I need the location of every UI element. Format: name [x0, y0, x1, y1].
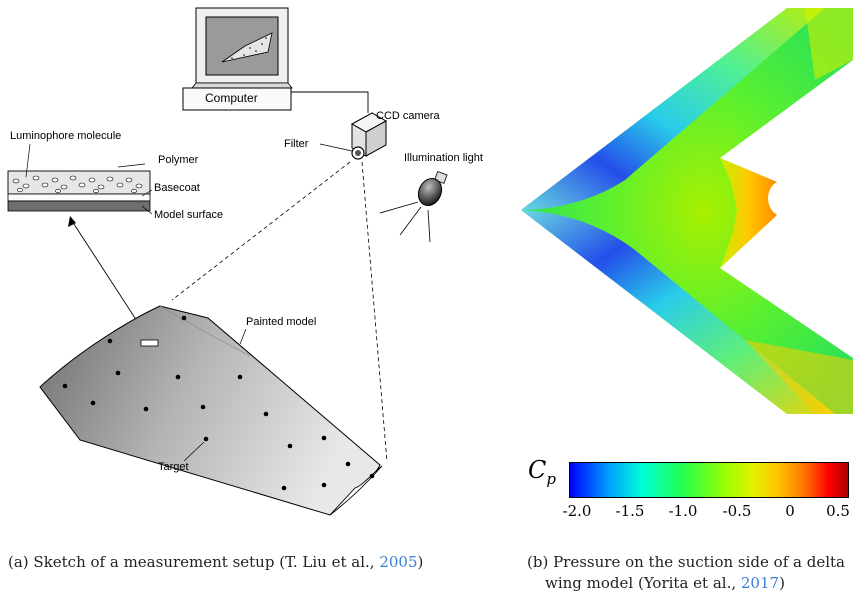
- computer-icon: [182, 7, 293, 111]
- caption-a-year[interactable]: 2005: [379, 553, 418, 571]
- measurement-setup-sketch: [7, 7, 448, 516]
- cp-symbol: Cp: [528, 456, 556, 488]
- colorbar-tick: -0.5: [722, 502, 752, 520]
- caption-b-year[interactable]: 2017: [740, 574, 780, 592]
- illumination-light-icon: [379, 171, 448, 243]
- caption-b-suffix: ): [779, 574, 785, 592]
- basecoat-label: Basecoat: [154, 182, 200, 194]
- computer-label: Computer: [205, 91, 258, 105]
- colorbar: [569, 462, 849, 498]
- colorbar-tick: -2.0: [562, 502, 592, 520]
- ccd-camera-icon: [350, 112, 388, 160]
- colorbar-tick: 0: [785, 502, 795, 520]
- caption-b-line1: (b) Pressure on the suction side of a de…: [527, 553, 845, 571]
- model-surface-label: Model surface: [154, 209, 224, 221]
- caption-a: (a) Sketch of a measurement setup (T. Li…: [8, 552, 423, 573]
- paint-layer-stack: [7, 170, 151, 212]
- caption-a-suffix: ): [417, 553, 424, 571]
- delta-wing-pressure-map: [521, 8, 853, 414]
- filter-label: Filter: [284, 138, 309, 150]
- colorbar-tick: 0.5: [826, 502, 850, 520]
- colorbar-tick: -1.0: [668, 502, 698, 520]
- illumination-light-label: Illumination light: [404, 152, 483, 164]
- painted-model-label: Painted model: [246, 316, 317, 328]
- caption-a-text: (a) Sketch of a measurement setup (T. Li…: [8, 553, 380, 571]
- caption-b-line2: wing model (Yorita et al.,: [545, 574, 741, 592]
- painted-wing-model: [39, 305, 383, 516]
- target-label: Target: [158, 461, 189, 473]
- polymer-label: Polymer: [158, 154, 199, 166]
- colorbar-tick: -1.5: [615, 502, 645, 520]
- caption-b: (b) Pressure on the suction side of a de…: [527, 552, 845, 594]
- ccd-camera-label: CCD camera: [376, 110, 440, 122]
- luminophore-label: Luminophore molecule: [10, 130, 122, 142]
